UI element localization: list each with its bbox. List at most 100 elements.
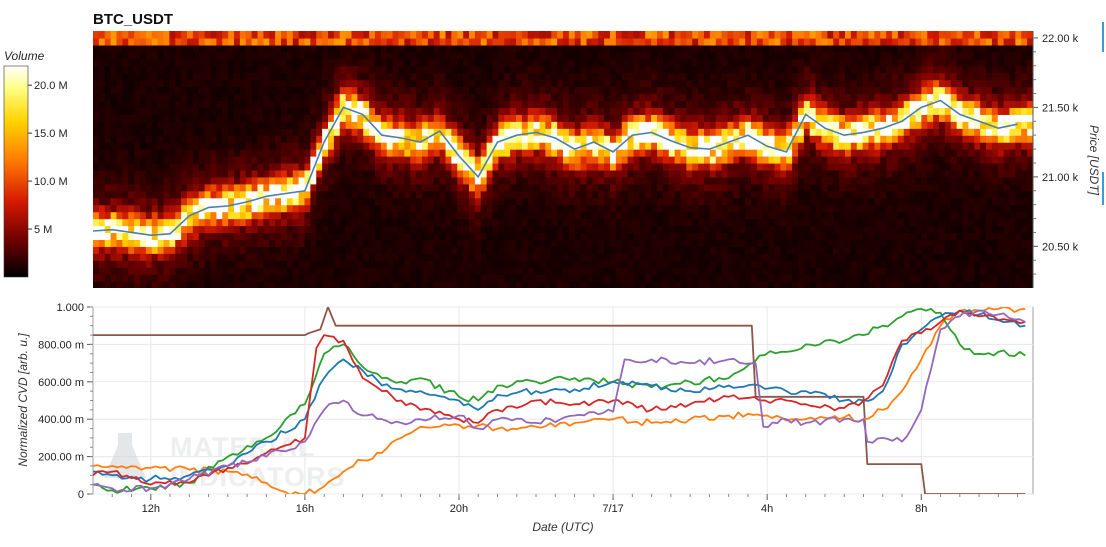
heatmap-cell [110, 114, 118, 122]
heatmap-cell [727, 253, 734, 261]
heatmap-cell [386, 135, 394, 143]
heatmap-cell [169, 135, 176, 143]
heatmap-cell [474, 204, 482, 213]
heatmap-cell [521, 37, 529, 46]
heatmap-cell [574, 281, 582, 288]
heatmap-cell [492, 65, 499, 74]
chart-title: BTC_USDT [93, 11, 173, 28]
heatmap-cell [286, 225, 294, 234]
heatmap-cell [404, 114, 411, 122]
heatmap-cell [668, 114, 676, 122]
heatmap-cell [480, 93, 488, 102]
heatmap-cell [398, 197, 405, 206]
heatmap-cell [140, 204, 147, 213]
heatmap-cell [345, 93, 353, 102]
heatmap-cell [586, 204, 593, 213]
heatmap-cell [639, 169, 646, 178]
heatmap-cell [427, 267, 435, 275]
heatmap-cell [363, 72, 370, 81]
heatmap-cell [604, 142, 611, 150]
heatmap-cell [827, 65, 834, 74]
heatmap-cell [286, 246, 294, 254]
heatmap-cell [668, 51, 676, 60]
heatmap-cell [210, 31, 217, 39]
heatmap-cell [116, 128, 123, 136]
heatmap-cell [251, 156, 259, 164]
heatmap-cell [862, 93, 870, 102]
heatmap-cell [204, 253, 212, 261]
heatmap-cell [850, 190, 858, 199]
heatmap-cell [416, 121, 423, 129]
heatmap-cell [692, 100, 699, 109]
heatmap-cell [803, 183, 811, 192]
heatmap-cell [392, 211, 400, 220]
heatmap-cell [140, 107, 147, 115]
heatmap-cell [281, 232, 288, 240]
heatmap-cell [604, 169, 611, 178]
heatmap-cell [798, 128, 805, 136]
heatmap-cell [762, 44, 770, 53]
heatmap-cell [422, 58, 429, 67]
heatmap-cell [163, 162, 170, 171]
heatmap-cell [110, 93, 118, 102]
heatmap-cell [874, 107, 881, 115]
heatmap-cell [269, 100, 276, 109]
heatmap-cell [404, 31, 411, 39]
heatmap-cell [93, 211, 100, 220]
heatmap-cell [322, 169, 329, 178]
heatmap-cell [621, 197, 629, 206]
heatmap-cell [727, 218, 734, 227]
heatmap-cell [774, 169, 781, 178]
heatmap-cell [245, 246, 253, 254]
heatmap-cell [727, 86, 734, 95]
heatmap-cell [181, 232, 188, 240]
heatmap-cell [721, 232, 729, 240]
heatmap-cell [662, 176, 670, 185]
heatmap-cell [821, 107, 828, 115]
heatmap-cell [328, 218, 335, 227]
heatmap-cell [445, 128, 452, 136]
heatmap-cell [545, 183, 552, 192]
heatmap-cell [192, 197, 200, 206]
heatmap-cell [439, 100, 447, 109]
heatmap-cell [310, 183, 317, 192]
heatmap-cell [657, 190, 664, 199]
heatmap-cell [733, 51, 740, 60]
heatmap-cell [533, 204, 541, 213]
heatmap-cell [339, 44, 347, 53]
heatmap-cell [809, 58, 817, 67]
heatmap-cell [521, 86, 529, 95]
heatmap-cell [281, 44, 288, 53]
heatmap-cell [498, 51, 505, 60]
heatmap-cell [187, 267, 194, 275]
heatmap-cell [351, 51, 358, 60]
heatmap-cell [104, 79, 112, 88]
heatmap-cell [786, 37, 793, 46]
heatmap-cell [140, 93, 147, 102]
heatmap-cell [392, 253, 400, 261]
heatmap-cell [874, 274, 881, 282]
heatmap-cell [498, 218, 505, 227]
heatmap-cell [856, 86, 864, 95]
heatmap-cell [586, 31, 593, 39]
heatmap-cell [169, 183, 176, 192]
heatmap-cell [715, 65, 723, 74]
heatmap-cell [304, 107, 311, 115]
heatmap-cell [827, 79, 834, 88]
heatmap-cell [480, 37, 488, 46]
heatmap-cell [856, 190, 864, 199]
heatmap-cell [322, 246, 329, 254]
heatmap-cell [521, 232, 529, 240]
heatmap-cell [204, 135, 212, 143]
heatmap-cell [651, 31, 658, 39]
heatmap-cell [563, 197, 570, 206]
heatmap-cell [322, 58, 329, 67]
heatmap-cell [416, 128, 423, 136]
heatmap-cell [827, 107, 834, 115]
heatmap-cell [151, 149, 159, 157]
heatmap-cell [175, 149, 182, 157]
heatmap-cell [692, 260, 699, 268]
heatmap-cell [786, 232, 793, 240]
heatmap-cell [633, 114, 640, 122]
heatmap-cell [345, 31, 353, 39]
